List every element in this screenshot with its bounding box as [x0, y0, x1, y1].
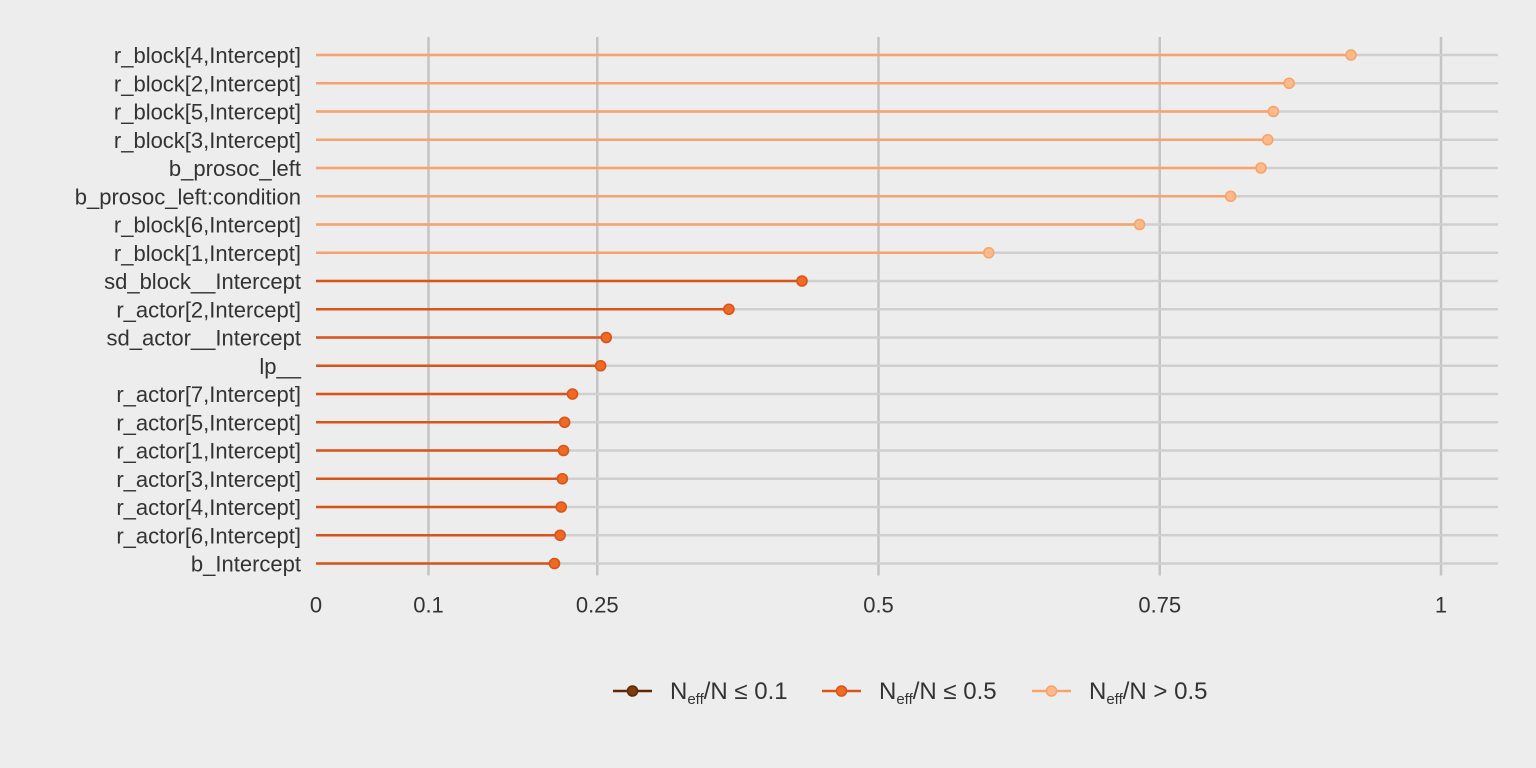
legend-label: Neff/N > 0.5	[1089, 678, 1207, 708]
legend-key-point	[835, 685, 848, 697]
legend-key-point	[1045, 685, 1058, 697]
ratio-point	[1255, 162, 1267, 174]
x-tick-label: 0	[310, 593, 322, 618]
ratio-point	[1283, 77, 1295, 90]
x-axis-tick-labels: 0 0.1 0.25 0.5 0.75 1	[310, 593, 1447, 618]
parameter-label: r_actor[2,Intercept]	[116, 297, 301, 322]
parameter-label: r_actor[4,Intercept]	[116, 495, 301, 520]
parameter-label: r_block[6,Intercept]	[114, 213, 301, 238]
parameter-labels: r_block[4,Intercept] r_block[2,Intercept]…	[75, 43, 302, 577]
parameter-label: b_Intercept	[191, 552, 301, 577]
ratio-segments	[316, 53, 1351, 565]
ratio-point	[796, 275, 808, 287]
x-tick-label: 0.5	[863, 593, 894, 618]
ratio-point	[554, 529, 566, 542]
parameter-label: sd_block__Intercept	[104, 269, 301, 294]
x-tick-label: 0.25	[576, 593, 619, 618]
x-tick-label: 0.1	[413, 593, 444, 618]
parameter-label: lp__	[259, 354, 301, 379]
legend: Neff/N ≤ 0.1 Neff/N ≤ 0.5 Neff/N > 0.5	[613, 678, 1207, 708]
legend-item-mid: Neff/N ≤ 0.5	[822, 678, 997, 708]
parameter-label: r_block[2,Intercept]	[114, 71, 301, 96]
legend-label: Neff/N ≤ 0.1	[670, 678, 788, 708]
parameter-label: b_prosoc_left	[169, 156, 301, 181]
ratio-point	[982, 246, 995, 259]
ratio-point	[600, 331, 613, 344]
ratio-point	[1133, 218, 1146, 231]
ratio-point	[1261, 133, 1274, 146]
parameter-label: r_block[3,Intercept]	[114, 128, 301, 153]
parameter-label: r_actor[7,Intercept]	[116, 382, 301, 407]
legend-label: Neff/N ≤ 0.5	[879, 678, 997, 708]
ratio-point	[594, 359, 607, 372]
parameter-label: r_actor[3,Intercept]	[116, 467, 301, 492]
parameter-label: r_actor[6,Intercept]	[116, 523, 301, 548]
legend-item-high: Neff/N > 0.5	[1032, 678, 1207, 708]
ratio-point	[558, 416, 571, 429]
parameter-label: r_actor[1,Intercept]	[116, 439, 301, 464]
ratio-point	[555, 501, 568, 513]
x-tick-label: 1	[1435, 593, 1447, 618]
ratio-point	[1267, 105, 1280, 118]
vertical-gridlines	[427, 37, 1443, 576]
parameter-label: r_block[5,Intercept]	[114, 100, 301, 125]
ratio-point	[723, 303, 735, 316]
ratio-point	[1345, 49, 1357, 61]
parameter-label: r_actor[5,Intercept]	[116, 410, 301, 435]
ratio-point	[548, 557, 561, 570]
ratio-point	[566, 388, 579, 400]
ratio-point	[556, 472, 569, 485]
legend-item-low: Neff/N ≤ 0.1	[613, 678, 788, 708]
parameter-label: sd_actor__Intercept	[107, 326, 301, 351]
ratio-points	[548, 49, 1357, 570]
parameter-label: b_prosoc_left:condition	[75, 184, 301, 209]
ratio-point	[557, 444, 570, 457]
parameter-label: r_block[4,Intercept]	[114, 43, 301, 68]
parameter-label: r_block[1,Intercept]	[114, 241, 301, 266]
legend-key-point	[626, 685, 639, 697]
ratio-point	[1224, 190, 1237, 203]
x-tick-label: 0.75	[1138, 593, 1181, 618]
